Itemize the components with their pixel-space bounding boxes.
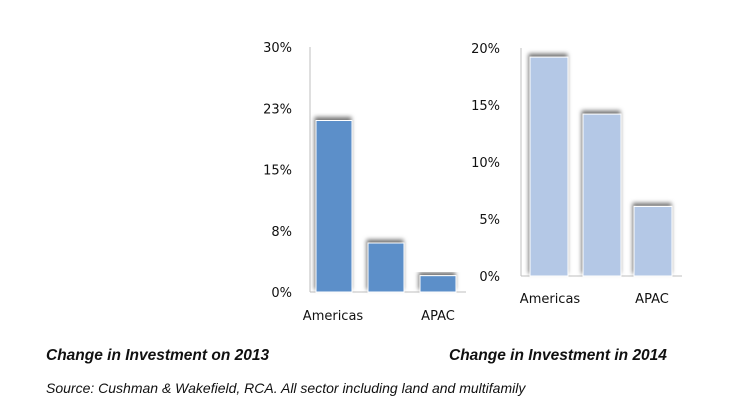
chart-2014: 20% 15% 10% 5% 0% Americas APAC (471, 42, 682, 307)
chart-2014-category-label: APAC (635, 292, 669, 307)
chart-2013-y-tick-label: 30% (263, 41, 292, 56)
chart-2014-y-tick-label: 5% (479, 213, 500, 228)
caption-2013: Change in Investment on 2013 (46, 347, 270, 364)
caption-2014: Change in Investment in 2014 (449, 347, 667, 364)
chart-2014-category-label: Americas (520, 292, 581, 307)
chart-2013-bar-americas (315, 120, 353, 293)
chart-2014-bar-americas (529, 56, 569, 277)
source-note: Source: Cushman & Wakefield, RCA. All se… (46, 380, 526, 396)
chart-2013-category-label: APAC (421, 309, 455, 324)
chart-2014-y-tick-label: 10% (471, 156, 500, 171)
chart-2013-bar-apac (419, 275, 457, 293)
chart-2013-bar-unlabeled (367, 242, 405, 293)
chart-2014-y-tick-label: 15% (471, 99, 500, 114)
chart-2013-y-tick-label: 23% (263, 102, 292, 117)
chart-2013-y-tick-label: 15% (263, 164, 292, 179)
chart-2013-y-tick-label: 0% (271, 286, 292, 301)
chart-2013: 30% 23% 15% 8% 0% Americas APAC (263, 41, 466, 324)
chart-2013-category-label: Americas (303, 309, 364, 324)
chart-2014-bar-apac (633, 205, 673, 277)
chart-2014-bar-unlabeled (582, 113, 622, 277)
chart-2014-y-tick-label: 20% (471, 42, 500, 57)
chart-2013-y-tick-label: 8% (271, 225, 292, 240)
chart-2014-y-tick-label: 0% (479, 270, 500, 285)
